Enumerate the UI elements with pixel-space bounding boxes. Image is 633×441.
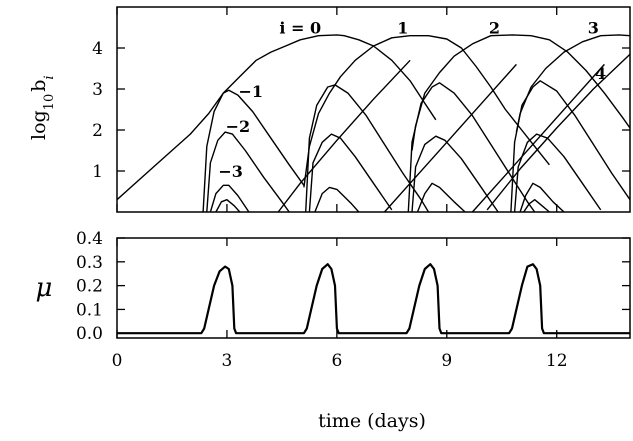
series-line-m3_c [416,182,466,213]
x-tick-label: 6 [331,351,342,371]
curve-label: −3 [218,162,243,181]
curve-label: −2 [226,117,251,136]
curve-labels: i = 0 1 2 3 4 −1 −2 −3 [218,19,606,181]
series-line-i2_rise [383,63,517,213]
series-line-i0 [116,34,437,201]
series-line-m3_d [519,182,565,213]
bottom-y-ticks: 0.0 0.1 0.2 0.3 0.4 [76,229,630,344]
series-line-i4 [486,53,631,211]
y-tick-label: 4 [92,39,103,59]
top-plot-frame [116,6,631,213]
y-tick-label: 0.0 [76,324,103,344]
mu-panel: 0.0 0.1 0.2 0.3 0.4 0 3 6 9 12 μ time (days) [36,229,631,432]
top-y-ticks: 1 2 3 4 [92,7,630,212]
x-tick-label: 0 [112,351,123,371]
series-line-i3_rise [471,63,605,213]
series-line-i1_rise [277,59,411,213]
y-tick-label: 0.2 [76,277,103,297]
bottom-y-axis-title: μ [36,273,53,303]
top-y-axis-title: log10bi [28,75,57,140]
x-tick-label: 12 [546,351,568,371]
x-tick-label: 3 [222,351,233,371]
curve-label: i = 0 [279,19,321,38]
series-line-m2_b [308,133,393,213]
series-line-m4_d [523,199,550,213]
log-b-panel: 1 2 3 4 i = 0 1 2 3 4 −1 −2 −3 log10bi [28,6,631,213]
bottom-x-ticks: 0 3 6 9 12 [112,238,568,371]
bottom-series-group [117,263,630,335]
x-axis-title: time (days) [318,410,426,432]
series-line-m1_b [305,84,430,213]
series-line-m3_a [209,184,250,213]
series-line-m3_b [314,186,360,213]
series-line-m1_d [510,80,631,213]
curve-label: 3 [588,19,599,38]
curve-label: 2 [489,19,500,38]
x-tick-label: 9 [441,351,452,371]
series-line-m2_d [513,133,602,213]
y-tick-label: 0.1 [76,300,103,320]
series-line-m1_a [202,89,305,213]
series-line-i1 [303,35,550,188]
y-tick-label: 2 [92,121,103,141]
series-line-i3 [515,34,631,133]
y-tick-label: 3 [92,80,103,100]
series-line-m4_a [215,199,241,213]
series-line-m2_a [206,131,290,213]
y-tick-label: 0.3 [76,253,103,273]
series-line-m1_c [407,82,536,213]
curve-label: 4 [595,64,606,83]
series-line-m2_c [411,135,499,213]
series-line-i2 [411,34,631,151]
bottom-plot-frame [116,237,631,339]
series-line-mu [117,263,630,335]
curve-label: 1 [397,19,408,38]
y-tick-label: 0.4 [76,229,103,249]
curve-label: −1 [238,82,263,101]
y-tick-label: 1 [92,162,103,182]
top-series-group [116,34,631,213]
